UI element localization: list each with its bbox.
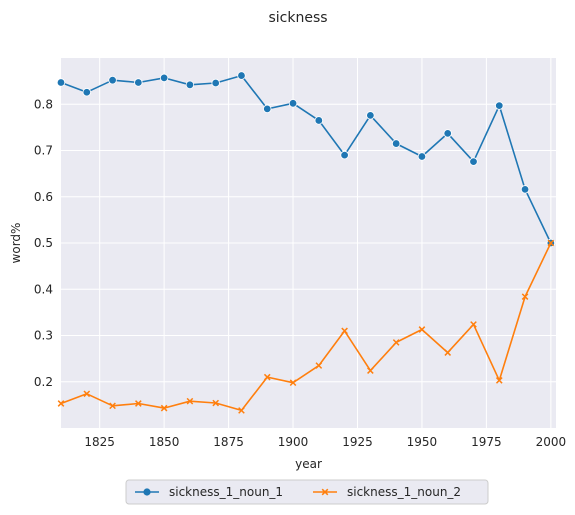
x-axis-title: year (295, 457, 322, 471)
legend-label: sickness_1_noun_2 (347, 485, 461, 499)
data-point (57, 400, 65, 407)
data-point (495, 101, 504, 110)
data-point (547, 239, 555, 247)
data-point (237, 71, 246, 80)
data-point (367, 367, 374, 374)
x-tick-label: 1950 (407, 435, 438, 449)
data-point (289, 379, 297, 387)
data-point (263, 373, 271, 381)
data-point (108, 75, 117, 85)
series-sickness_1_noun_2 (57, 239, 555, 414)
data-point (417, 152, 427, 161)
data-point (83, 390, 91, 398)
legend-box (125, 479, 489, 505)
series-line (60, 74, 552, 244)
data-point (109, 402, 116, 410)
legend-label: sickness_1_noun_1 (169, 485, 283, 499)
legend-marker (143, 488, 151, 496)
y-tick-label: 0.8 (34, 97, 53, 111)
data-point (341, 327, 348, 335)
y-tick-label: 0.6 (34, 190, 53, 204)
grid (61, 58, 556, 428)
x-tick-label: 1825 (84, 435, 115, 449)
x-tick-label: 1975 (471, 435, 502, 449)
data-point (288, 99, 298, 108)
legend-marker (321, 488, 329, 496)
data-point (82, 88, 91, 97)
series-line (60, 242, 552, 412)
series-lines (56, 71, 556, 414)
data-point (211, 78, 220, 88)
y-tick-label: 0.5 (34, 236, 53, 250)
data-point (340, 150, 349, 160)
x-tick-label: 1900 (278, 435, 309, 449)
data-point (134, 78, 143, 87)
data-point (160, 404, 168, 412)
y-tick-label: 0.3 (34, 329, 53, 343)
x-tick-label: 1925 (342, 435, 373, 449)
data-point (159, 73, 169, 83)
y-tick-label: 0.7 (34, 144, 53, 158)
data-point (238, 407, 245, 414)
x-tick-label: 1850 (149, 435, 180, 449)
x-tick-label: 1875 (213, 435, 244, 449)
data-point (186, 397, 194, 405)
data-point (314, 116, 324, 125)
axis-ticks: 1825 1850 1875 1900 1925 1950 1975 2000 0.2 0.3 0.… (34, 97, 566, 449)
y-tick-label: 0.2 (34, 375, 53, 389)
data-point (443, 129, 452, 138)
data-point (185, 80, 195, 90)
data-point (392, 339, 400, 346)
data-point (391, 139, 401, 148)
data-point (212, 399, 220, 407)
data-point (521, 293, 529, 300)
data-point (469, 157, 478, 166)
data-point (56, 78, 66, 87)
y-axis-title: word% (9, 223, 23, 264)
data-point (520, 185, 530, 194)
data-point (470, 321, 477, 328)
data-point (135, 400, 142, 407)
chart-title: sickness (268, 10, 327, 26)
data-point (366, 111, 375, 120)
x-tick-label: 2000 (536, 435, 567, 449)
data-point (418, 326, 426, 333)
data-point (444, 349, 452, 356)
series-sickness_1_noun_1 (56, 71, 556, 248)
data-point (315, 362, 323, 369)
data-point (263, 104, 272, 114)
data-point (495, 377, 503, 384)
y-tick-label: 0.4 (34, 282, 53, 296)
legend: sickness_1_noun_1 sickness_1_noun_2 (125, 479, 489, 505)
